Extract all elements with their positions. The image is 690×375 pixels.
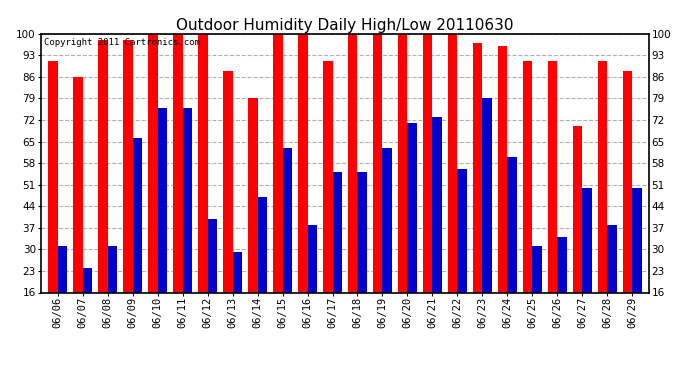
- Bar: [533, 246, 542, 292]
- Bar: [298, 34, 308, 292]
- Bar: [83, 268, 92, 292]
- Text: Copyright 2011 Cartronics.com: Copyright 2011 Cartronics.com: [44, 38, 200, 46]
- Bar: [398, 34, 408, 292]
- Bar: [333, 172, 342, 292]
- Bar: [132, 138, 142, 292]
- Bar: [208, 219, 217, 292]
- Bar: [308, 225, 317, 292]
- Bar: [473, 43, 482, 292]
- Bar: [183, 108, 192, 292]
- Bar: [323, 62, 333, 292]
- Bar: [382, 148, 392, 292]
- Bar: [582, 188, 592, 292]
- Bar: [498, 46, 507, 292]
- Bar: [348, 34, 357, 292]
- Bar: [257, 197, 267, 292]
- Bar: [482, 99, 492, 292]
- Bar: [233, 252, 242, 292]
- Bar: [623, 71, 632, 292]
- Bar: [507, 157, 517, 292]
- Bar: [98, 40, 108, 292]
- Bar: [423, 34, 433, 292]
- Bar: [108, 246, 117, 292]
- Bar: [273, 34, 282, 292]
- Bar: [457, 169, 467, 292]
- Bar: [448, 34, 457, 292]
- Bar: [58, 246, 67, 292]
- Bar: [357, 172, 367, 292]
- Bar: [523, 62, 533, 292]
- Bar: [173, 34, 183, 292]
- Bar: [573, 126, 582, 292]
- Bar: [223, 71, 233, 292]
- Bar: [198, 34, 208, 292]
- Bar: [598, 62, 607, 292]
- Bar: [433, 117, 442, 292]
- Bar: [123, 40, 132, 292]
- Bar: [548, 62, 558, 292]
- Bar: [558, 237, 567, 292]
- Bar: [607, 225, 617, 292]
- Bar: [148, 34, 157, 292]
- Bar: [48, 62, 58, 292]
- Bar: [282, 148, 292, 292]
- Bar: [157, 108, 167, 292]
- Bar: [248, 99, 257, 292]
- Bar: [632, 188, 642, 292]
- Bar: [408, 123, 417, 292]
- Title: Outdoor Humidity Daily High/Low 20110630: Outdoor Humidity Daily High/Low 20110630: [176, 18, 514, 33]
- Bar: [373, 34, 382, 292]
- Bar: [73, 77, 83, 292]
